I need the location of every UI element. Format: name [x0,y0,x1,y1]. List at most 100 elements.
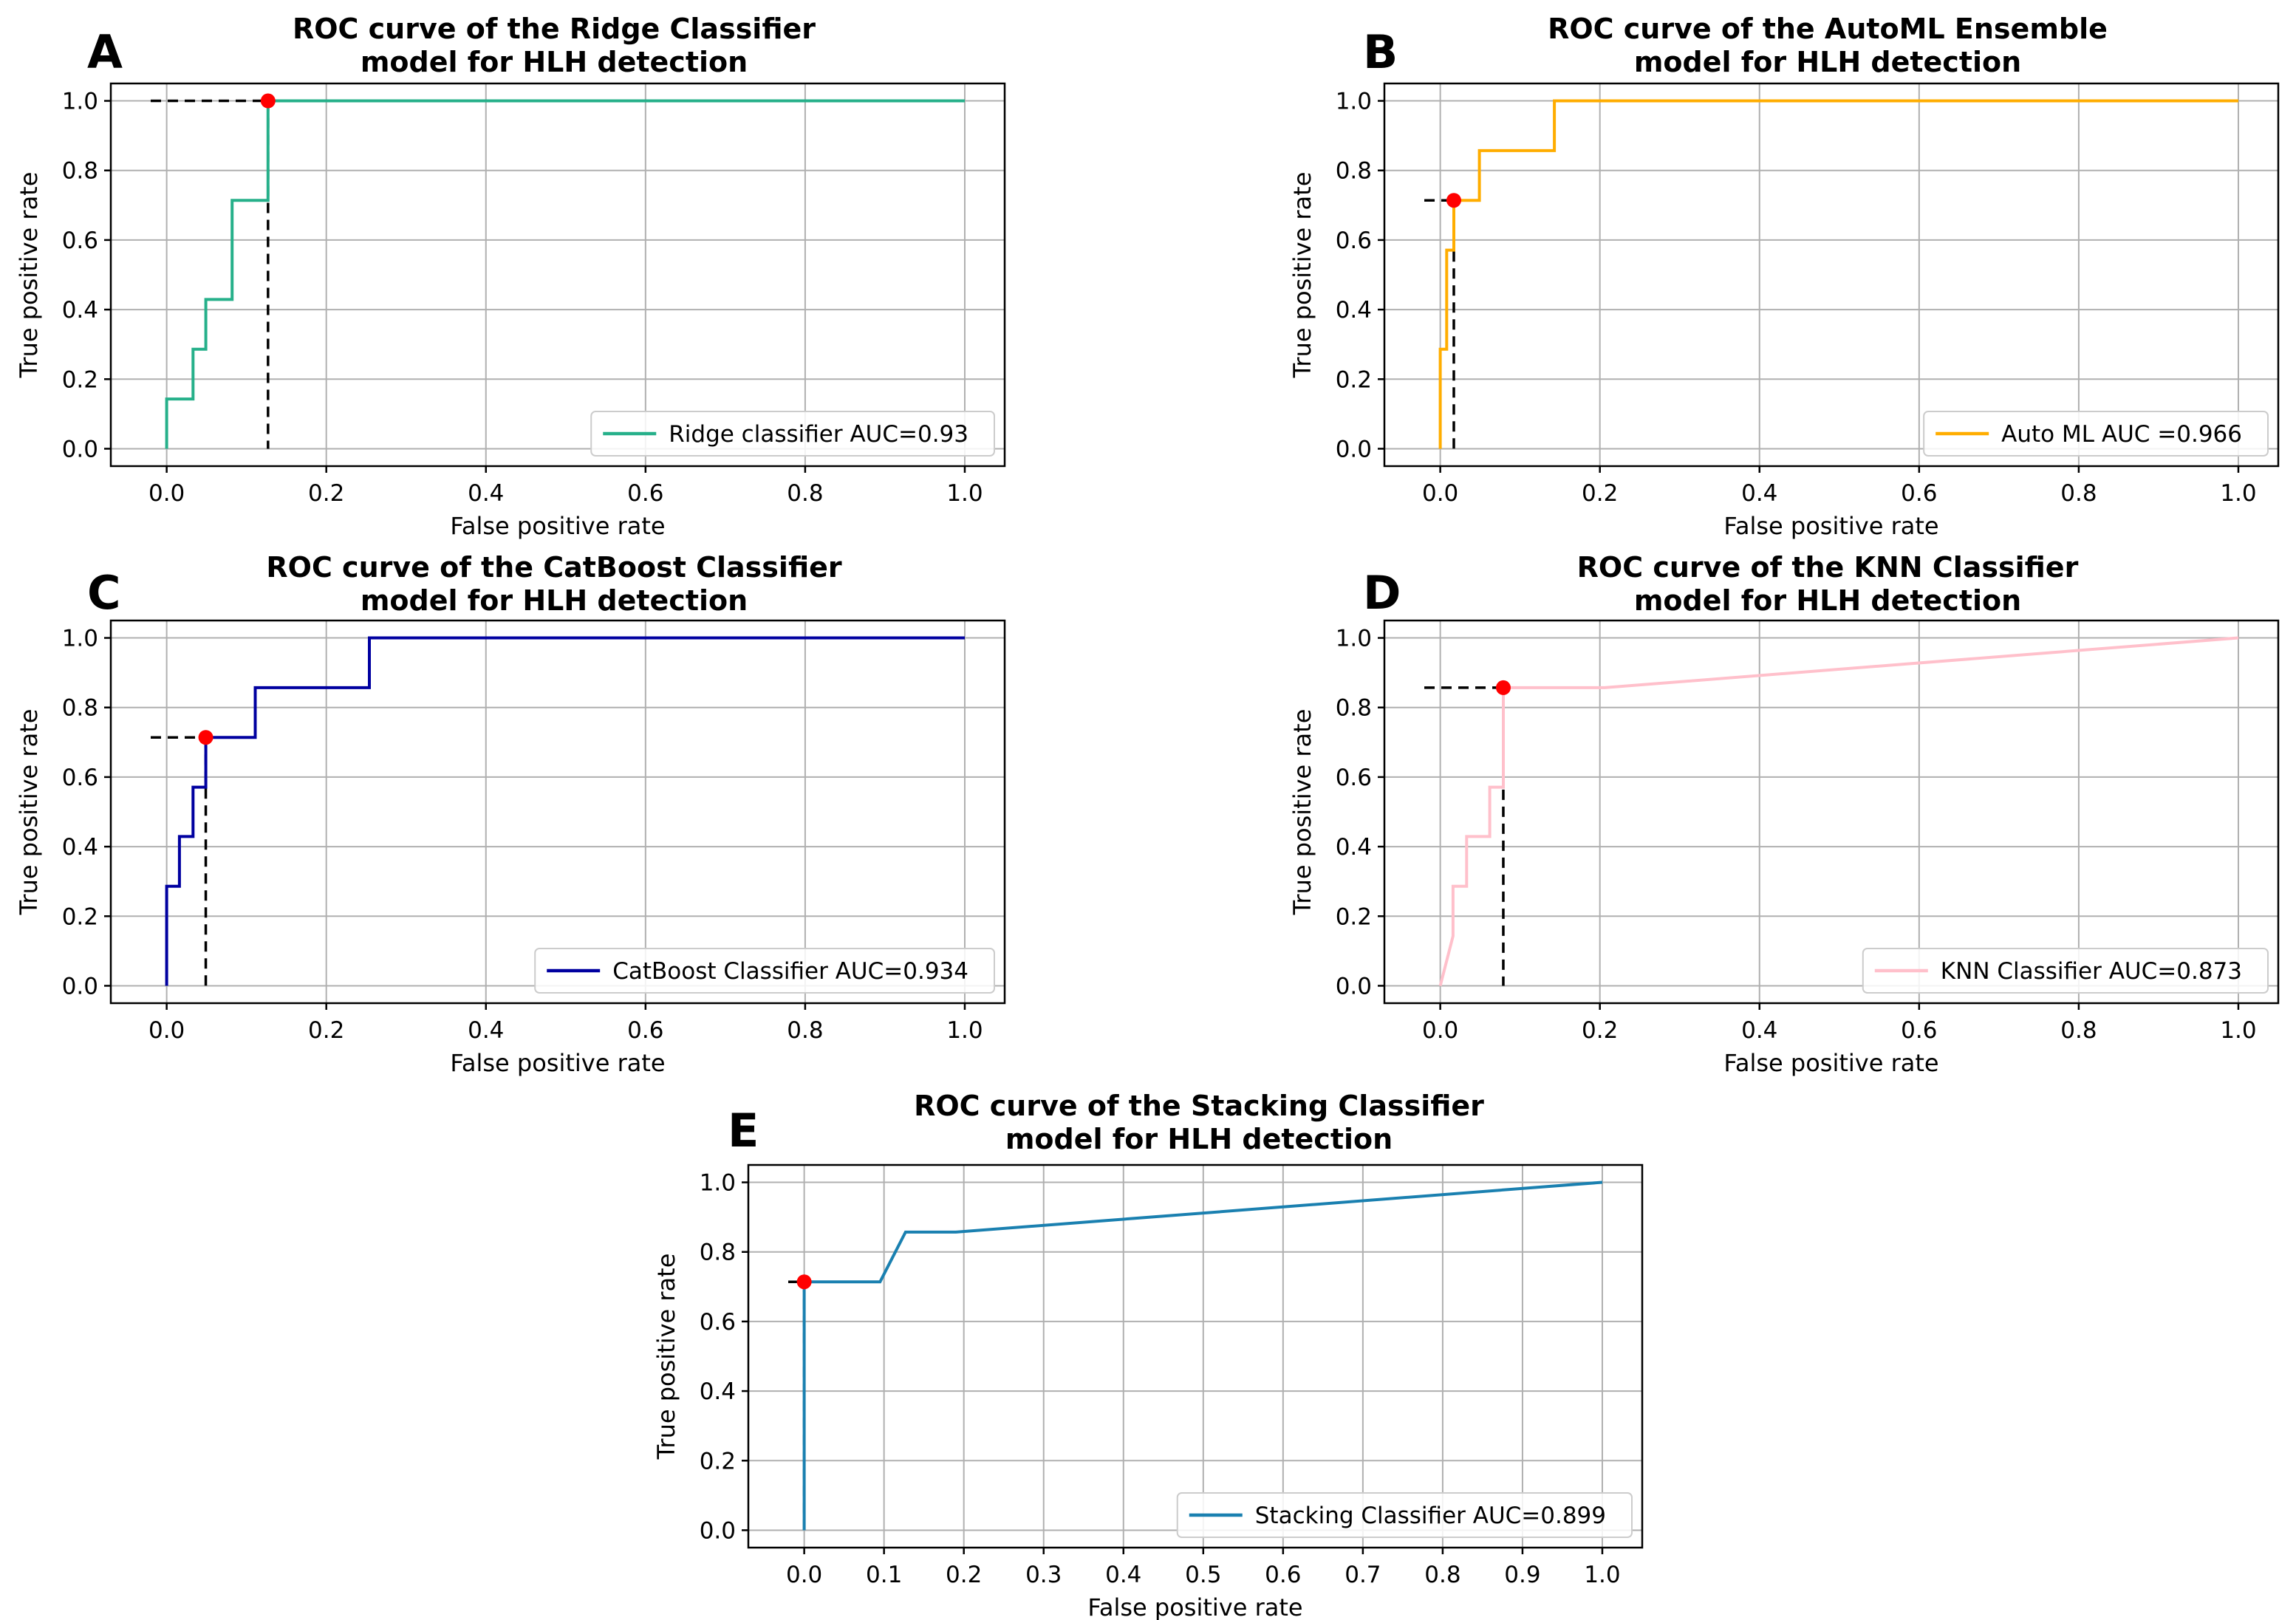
x-tick-label: 0.4 [1105,1562,1141,1588]
roc-curve-line [165,99,965,449]
x-tick-label: 1.0 [946,480,983,507]
panel-letter: B [1363,25,1398,79]
panel-c: 0.0 0.2 0.4 0.6 0.8 1.0 0.0 0.2 0.4 0.6 0.8 1.0 Fals… [15,551,1006,1077]
y-tick-label: 1.0 [62,89,98,115]
y-tick-label: 0.4 [1336,834,1372,861]
y-tick-label: 0.2 [1336,366,1372,393]
legend-box [534,948,995,994]
roc-curve-line [165,636,965,986]
optimal-threshold-point [1446,193,1461,208]
y-axis-label: True positive rate [652,1254,680,1460]
x-tick-label: 0.4 [468,480,504,507]
y-tick-label: 0.2 [700,1448,736,1474]
x-tick-label: 0.4 [1741,1017,1777,1044]
y-tick-label: 0.6 [1336,228,1372,254]
x-tick-label: 0.6 [1901,480,1937,507]
legend-label: Auto ML AUC =0.966 [2001,421,2242,448]
x-axis-label: False positive rate [1723,512,1938,540]
panel-letter: D [1363,566,1401,620]
y-axis-label: True positive rate [1288,709,1316,916]
y-tick-label: 0.0 [62,973,98,999]
legend-box [1176,1492,1633,1538]
y-axis-label: True positive rate [1288,172,1316,379]
roc-curve-line [1438,99,2238,449]
x-tick-label: 0.6 [1265,1562,1301,1588]
chart-title-line-2: model for HLH detection [1634,46,2021,78]
axes-frame [747,1163,1644,1549]
panel-a: 0.0 0.2 0.4 0.6 0.8 1.0 0.0 0.2 0.4 0.6 0.8 1.0 Fals… [15,13,1006,540]
x-tick-label: 1.0 [2220,480,2256,507]
optimal-threshold-point [796,1274,812,1290]
y-tick-label: 0.6 [62,228,98,254]
chart-title-line-1: ROC curve of the KNN Classifier [1577,551,2079,584]
axes-frame [109,82,1006,468]
y-axis-label: True positive rate [15,709,43,916]
x-tick-label: 0.4 [1741,480,1777,507]
x-tick-label: 0.2 [946,1562,982,1588]
axes-frame [1383,619,2280,1005]
axes-frame [109,619,1006,1005]
x-tick-label: 0.6 [1901,1017,1937,1044]
x-axis-label: False positive rate [1723,1049,1938,1077]
x-tick-label: 0.2 [1582,480,1618,507]
x-tick-label: 0.9 [1504,1562,1540,1588]
y-tick-label: 1.0 [1336,626,1372,652]
chart-title-line-2: model for HLH detection [361,46,748,78]
chart-title-line-2: model for HLH detection [361,584,748,617]
x-tick-label: 0.1 [866,1562,902,1588]
x-tick-label: 0.6 [627,1017,663,1044]
x-tick-label: 0.0 [148,1017,185,1044]
legend-box [1923,411,2269,457]
y-axis-label: True positive rate [15,172,43,379]
panel-letter: E [728,1104,759,1158]
legend-box [590,411,995,457]
x-tick-label: 0.3 [1025,1562,1062,1588]
axes-frame [1383,82,2280,468]
legend-label: KNN Classifier AUC=0.873 [1941,958,2242,985]
y-tick-label: 0.4 [62,297,98,324]
y-tick-label: 0.8 [62,158,98,185]
x-tick-label: 0.0 [148,480,185,507]
y-tick-label: 0.2 [1336,903,1372,930]
chart-title-line-1: ROC curve of the Ridge Classifier [293,13,816,45]
panel-letter: A [87,25,123,79]
x-tick-label: 0.8 [2060,1017,2097,1044]
y-tick-label: 0.0 [62,436,98,462]
y-tick-label: 0.4 [62,834,98,861]
legend-label: CatBoost Classifier AUC=0.934 [612,958,968,985]
y-tick-label: 1.0 [62,626,98,652]
x-tick-label: 1.0 [1584,1562,1620,1588]
y-tick-label: 0.2 [62,366,98,393]
x-tick-label: 0.5 [1185,1562,1221,1588]
y-tick-label: 0.6 [1336,765,1372,791]
chart-title-line-1: ROC curve of the Stacking Classifier [914,1090,1484,1122]
legend-box [1862,948,2269,994]
y-tick-label: 0.0 [700,1517,736,1544]
x-tick-label: 0.0 [1422,480,1458,507]
optimal-threshold-point [198,730,213,745]
x-tick-label: 1.0 [946,1017,983,1044]
y-tick-label: 0.6 [62,765,98,791]
legend-label: Stacking Classifier AUC=0.899 [1255,1503,1606,1529]
y-tick-label: 1.0 [700,1170,736,1197]
chart-title-line-2: model for HLH detection [1634,584,2021,617]
x-axis-label: False positive rate [1087,1593,1302,1620]
y-tick-label: 0.0 [1336,436,1372,462]
x-tick-label: 0.0 [786,1562,822,1588]
x-tick-label: 0.2 [1582,1017,1618,1044]
x-tick-label: 0.6 [627,480,663,507]
x-tick-label: 0.4 [468,1017,504,1044]
panel-letter: C [87,566,121,620]
x-tick-label: 0.8 [2060,480,2097,507]
x-tick-label: 0.7 [1345,1562,1381,1588]
legend-label: Ridge classifier AUC=0.93 [669,421,968,448]
x-tick-label: 0.8 [787,480,823,507]
y-tick-label: 0.8 [700,1240,736,1266]
chart-title-line-1: ROC curve of the CatBoost Classifier [266,551,842,584]
roc-curve-line [802,1180,1603,1531]
panel-b: 0.0 0.2 0.4 0.6 0.8 1.0 0.0 0.2 0.4 0.6 0.8 1.0 Fals… [1288,13,2280,540]
y-tick-label: 0.8 [1336,158,1372,185]
chart-title-line-1: ROC curve of the AutoML Ensemble [1548,13,2108,45]
x-tick-label: 1.0 [2220,1017,2256,1044]
